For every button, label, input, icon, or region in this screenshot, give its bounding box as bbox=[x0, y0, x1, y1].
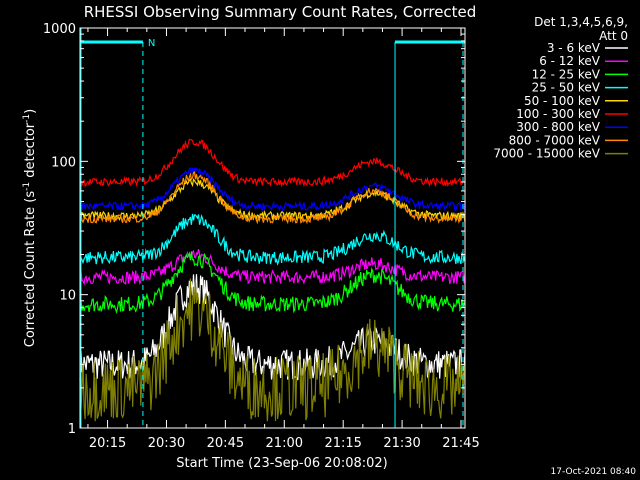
legend-header-2: Att 0 bbox=[599, 29, 628, 43]
legend-label: 25 - 50 keV bbox=[532, 81, 601, 95]
chart-title: RHESSI Observing Summary Count Rates, Co… bbox=[84, 3, 477, 21]
y-axis-label-sup1: -1 bbox=[22, 182, 32, 191]
y-axis: 1 10 100 1000 bbox=[43, 22, 465, 437]
legend-label: 800 - 7000 keV bbox=[509, 133, 601, 147]
series-line bbox=[79, 177, 466, 223]
series-line bbox=[79, 138, 466, 188]
y-tick-label: 10 bbox=[59, 289, 76, 304]
legend-label: 100 - 300 keV bbox=[516, 107, 600, 121]
series-line bbox=[79, 274, 466, 381]
y-tick-label: 1 bbox=[68, 422, 76, 437]
timestamp: 17-Oct-2021 08:40 bbox=[551, 467, 637, 477]
x-tick-label: 21:15 bbox=[324, 436, 361, 451]
x-tick-label: 21:00 bbox=[266, 436, 303, 451]
x-tick-label: 20:30 bbox=[148, 436, 185, 451]
y-axis-label-sup2: -1 bbox=[22, 114, 32, 123]
y-axis-label-end: ) bbox=[23, 109, 38, 114]
x-axis-label: Start Time (23-Sep-06 20:08:02) bbox=[176, 456, 387, 471]
legend-label: 300 - 800 keV bbox=[516, 120, 600, 134]
y-axis-label: Corrected Count Rate (s-1 detector-1) bbox=[22, 109, 38, 347]
x-tick-label: 20:15 bbox=[89, 436, 126, 451]
series-line bbox=[79, 213, 466, 266]
series-line bbox=[79, 251, 466, 315]
plot-frame bbox=[79, 27, 466, 429]
night-markers: N bbox=[80, 28, 465, 428]
y-tick-label: 1000 bbox=[43, 22, 76, 37]
series-layer bbox=[79, 138, 466, 422]
annotation-n: N bbox=[148, 38, 155, 49]
legend-header-1: Det 1,3,4,5,6,9, bbox=[534, 15, 628, 29]
legend-label: 7000 - 15000 keV bbox=[493, 147, 600, 161]
legend-label: 50 - 100 keV bbox=[524, 94, 601, 108]
y-axis-label-main: Corrected Count Rate (s bbox=[23, 191, 38, 348]
x-axis: 20:15 20:30 20:45 21:00 21:15 21:30 21:45 bbox=[87, 28, 480, 451]
series-line bbox=[79, 248, 466, 286]
x-tick-label: 21:30 bbox=[383, 436, 420, 451]
legend-label: 3 - 6 keV bbox=[547, 41, 601, 55]
y-axis-label-mid: detector bbox=[23, 122, 38, 182]
legend-label: 12 - 25 keV bbox=[532, 67, 601, 81]
x-tick-label: 20:45 bbox=[207, 436, 244, 451]
legend-label: 6 - 12 keV bbox=[539, 54, 601, 68]
x-tick-label: 21:45 bbox=[442, 436, 479, 451]
series-line bbox=[79, 278, 466, 422]
series-line bbox=[79, 171, 466, 225]
series-line bbox=[79, 167, 466, 212]
y-tick-label: 100 bbox=[51, 155, 76, 170]
